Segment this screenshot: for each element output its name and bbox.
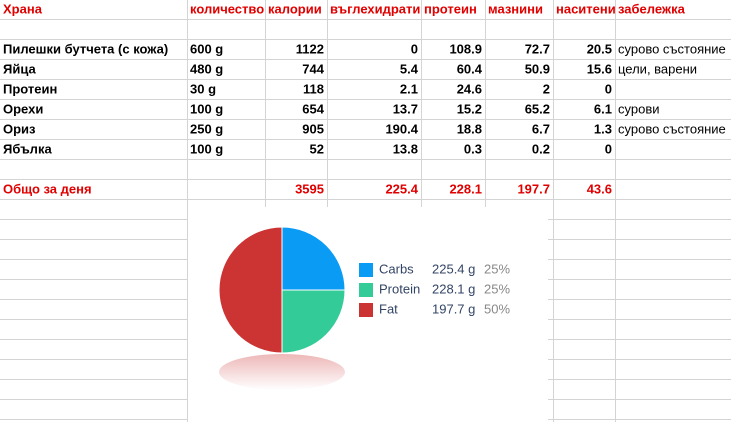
table-cell: 50.9 bbox=[525, 61, 550, 76]
table-cell: 2.1 bbox=[400, 81, 418, 96]
table-cell: 18.8 bbox=[457, 121, 482, 136]
table-cell: 0 bbox=[411, 41, 418, 56]
table-cell: 0 bbox=[605, 141, 612, 156]
total-cell: 3595 bbox=[295, 181, 324, 196]
pie-slice bbox=[281, 289, 346, 354]
table-cell: сурово състояние bbox=[618, 41, 726, 56]
legend-percent: 50% bbox=[484, 301, 510, 316]
table-cell: 5.4 bbox=[400, 61, 419, 76]
table-cell: 72.7 bbox=[525, 41, 550, 56]
legend-label: Protein bbox=[379, 281, 420, 296]
table-cell: Яйца bbox=[3, 61, 36, 76]
table-cell: 30 g bbox=[190, 81, 216, 96]
legend-amount: 225.4 g bbox=[432, 261, 475, 276]
header-cell: калории bbox=[268, 1, 322, 16]
legend-label: Carbs bbox=[379, 261, 414, 276]
legend-label: Fat bbox=[379, 301, 398, 316]
total-cell: 197.7 bbox=[517, 181, 550, 196]
table-cell: 13.7 bbox=[393, 101, 418, 116]
table-cell: 6.7 bbox=[532, 121, 550, 136]
header-cell: мазнини bbox=[488, 1, 543, 16]
total-cell: 225.4 bbox=[385, 181, 418, 196]
table-cell: 1.3 bbox=[594, 121, 612, 136]
legend-amount: 228.1 g bbox=[432, 281, 475, 296]
table-cell: Ориз bbox=[3, 121, 36, 136]
table-cell: 654 bbox=[302, 101, 324, 116]
table-cell: 108.9 bbox=[449, 41, 482, 56]
table-cell: 100 g bbox=[190, 141, 223, 156]
table-cell: 6.1 bbox=[594, 101, 612, 116]
table-cell: Ябълка bbox=[3, 141, 52, 156]
header-cell: наситени bbox=[556, 1, 616, 16]
legend-amount: 197.7 g bbox=[432, 301, 475, 316]
table-cell: цели, варени bbox=[618, 61, 697, 76]
total-cell: Общо за деня bbox=[3, 181, 92, 196]
table-cell: 65.2 bbox=[525, 101, 550, 116]
total-cell: 228.1 bbox=[449, 181, 482, 196]
header-cell: забележка bbox=[618, 1, 686, 16]
content: Храна количество калории въглехидрати протеи… bbox=[3, 1, 726, 354]
table-cell: 0.3 bbox=[464, 141, 482, 156]
table-cell: сурови bbox=[618, 101, 659, 116]
legend-swatch bbox=[359, 303, 373, 317]
legend-swatch bbox=[359, 263, 373, 277]
table-cell: 60.4 bbox=[457, 61, 483, 76]
pie-reflection bbox=[219, 354, 345, 390]
table-cell: 15.2 bbox=[457, 101, 482, 116]
table-cell: 15.6 bbox=[587, 61, 612, 76]
table-cell: 250 g bbox=[190, 121, 223, 136]
legend-swatch bbox=[359, 283, 373, 297]
header-cell: Храна bbox=[3, 1, 43, 16]
pie-slice bbox=[218, 226, 283, 354]
header-cell: протеин bbox=[424, 1, 477, 16]
table-cell: 52 bbox=[310, 141, 324, 156]
table-cell: сурово състояние bbox=[618, 121, 726, 136]
table-cell: 118 bbox=[303, 81, 324, 96]
table-cell: 905 bbox=[302, 121, 324, 136]
table-cell: 20.5 bbox=[587, 41, 612, 56]
legend-percent: 25% bbox=[484, 281, 510, 296]
total-cell: 43.6 bbox=[587, 181, 612, 196]
table-cell: 480 g bbox=[190, 61, 223, 76]
table-cell: 0 bbox=[605, 81, 612, 96]
table-cell: 600 g bbox=[190, 41, 223, 56]
table-cell: 0.2 bbox=[532, 141, 550, 156]
table-cell: Пилешки бутчета (с кожа) bbox=[3, 41, 168, 56]
table-cell: Протеин bbox=[3, 81, 57, 96]
table-cell: 2 bbox=[543, 81, 550, 96]
table-cell: 13.8 bbox=[393, 141, 418, 156]
table-cell: 744 bbox=[302, 61, 324, 76]
table-cell: 1122 bbox=[296, 41, 324, 56]
table-cell: 190.4 bbox=[385, 121, 418, 136]
table-cell: 24.6 bbox=[457, 81, 482, 96]
table-cell: 100 g bbox=[190, 101, 223, 116]
pie-slice bbox=[281, 226, 346, 291]
legend-percent: 25% bbox=[484, 261, 510, 276]
table-cell: Орехи bbox=[3, 101, 43, 116]
header-cell: количество bbox=[190, 1, 264, 16]
header-cell: въглехидрати bbox=[330, 1, 420, 16]
